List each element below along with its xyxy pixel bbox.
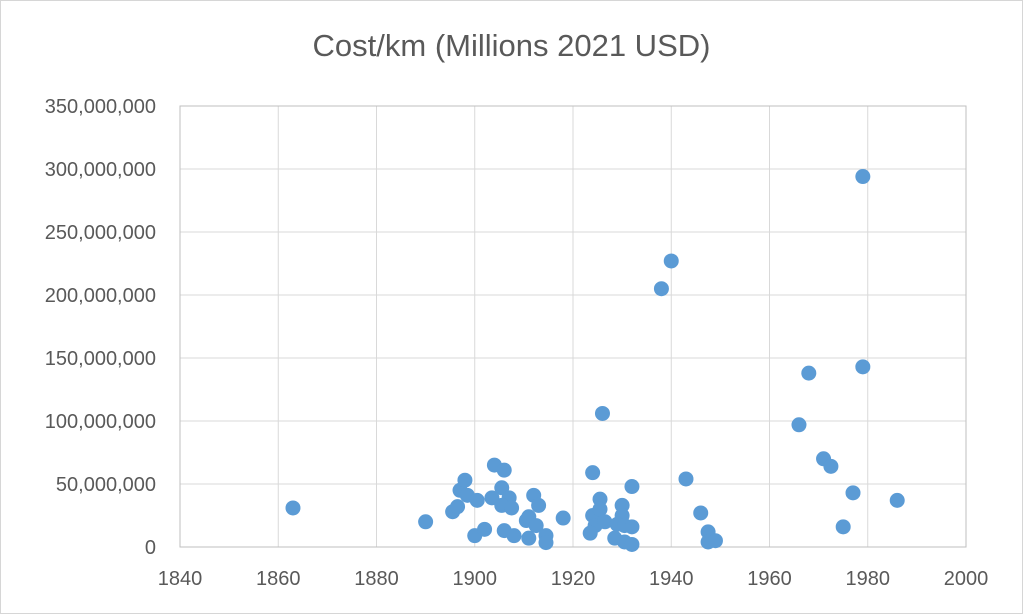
data-point[interactable] [592,501,608,517]
data-point[interactable] [791,417,807,433]
data-point[interactable] [835,519,851,535]
data-point[interactable] [531,497,547,513]
y-tick-label: 0 [145,537,156,559]
data-point[interactable] [285,500,301,516]
data-point[interactable] [457,472,473,488]
y-tick-label: 300,000,000 [45,159,156,181]
y-tick-label: 200,000,000 [45,285,156,307]
data-point[interactable] [707,533,723,549]
data-point[interactable] [506,528,522,544]
data-point[interactable] [678,471,694,487]
data-point[interactable] [597,514,613,530]
data-point[interactable] [528,518,544,534]
plot-area-border [179,105,967,548]
y-tick-label: 100,000,000 [45,411,156,433]
data-point[interactable] [496,462,512,478]
x-tick-label: 1960 [747,568,792,590]
data-point[interactable] [477,521,493,537]
data-point[interactable] [624,519,640,535]
y-tick-label: 250,000,000 [45,222,156,244]
x-tick-label: 1980 [846,568,891,590]
x-tick-label: 2000 [944,568,989,590]
x-tick-label: 1860 [256,568,301,590]
data-point[interactable] [538,535,554,551]
data-point[interactable] [582,525,598,541]
data-point[interactable] [450,499,466,515]
x-tick-label: 1920 [551,568,596,590]
data-point[interactable] [585,465,601,481]
data-point[interactable] [855,169,871,185]
data-point[interactable] [418,514,434,530]
chart-title: Cost/km (Millions 2021 USD) [312,28,711,63]
data-point[interactable] [801,365,817,381]
data-point[interactable] [653,281,669,297]
x-tick-label: 1940 [649,568,694,590]
data-point[interactable] [823,458,839,474]
x-tick-label: 1880 [354,568,399,590]
data-point[interactable] [663,253,679,269]
data-point[interactable] [889,492,905,508]
data-point[interactable] [624,479,640,495]
data-point[interactable] [594,405,610,421]
data-point[interactable] [845,485,861,501]
data-point[interactable] [555,510,571,526]
data-point[interactable] [624,536,640,552]
y-tick-label: 350,000,000 [45,96,156,118]
data-point[interactable] [521,530,537,546]
data-point[interactable] [469,492,485,508]
y-tick-label: 50,000,000 [56,474,156,496]
x-tick-label: 1900 [453,568,498,590]
data-point[interactable] [693,505,709,521]
data-point[interactable] [504,500,520,516]
y-tick-label: 150,000,000 [45,348,156,370]
data-point[interactable] [855,359,871,375]
x-tick-label: 1840 [158,568,203,590]
